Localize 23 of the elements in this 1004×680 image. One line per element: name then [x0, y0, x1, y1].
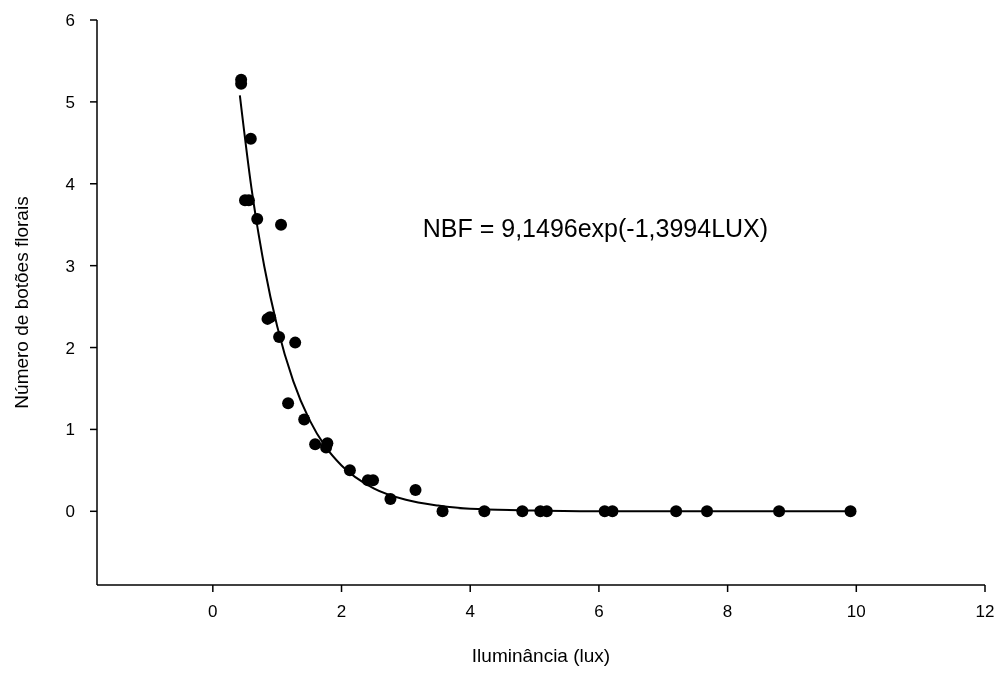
- y-tick-label: 4: [65, 174, 75, 194]
- y-tick-label: 5: [65, 92, 75, 112]
- x-axis-title: Iluminância (lux): [471, 645, 611, 666]
- y-tick-label: 6: [65, 11, 75, 30]
- x-tick-label: 4: [465, 602, 475, 621]
- y-tick-label: 3: [65, 256, 75, 276]
- point: [289, 336, 302, 349]
- x-tick-label: 0: [208, 602, 218, 621]
- y-axis-title: Número de botões florais: [11, 196, 32, 409]
- point: [244, 132, 257, 145]
- y-tick-label: 2: [65, 338, 75, 358]
- annotation: NBF = 9,1496exp(-1,3994LUX): [422, 213, 769, 242]
- point: [409, 484, 422, 497]
- point: [275, 218, 288, 231]
- y-tick-label: 1: [65, 420, 75, 440]
- x-tick-label: 8: [722, 602, 733, 621]
- point: [282, 397, 295, 410]
- x-tick-label: 6: [594, 602, 604, 621]
- x-tick-label: 12: [975, 602, 995, 621]
- y-tick-label: 0: [65, 502, 75, 522]
- x-tick-label: 2: [336, 602, 347, 621]
- x-tick-label: 10: [846, 602, 866, 621]
- point: [309, 438, 322, 451]
